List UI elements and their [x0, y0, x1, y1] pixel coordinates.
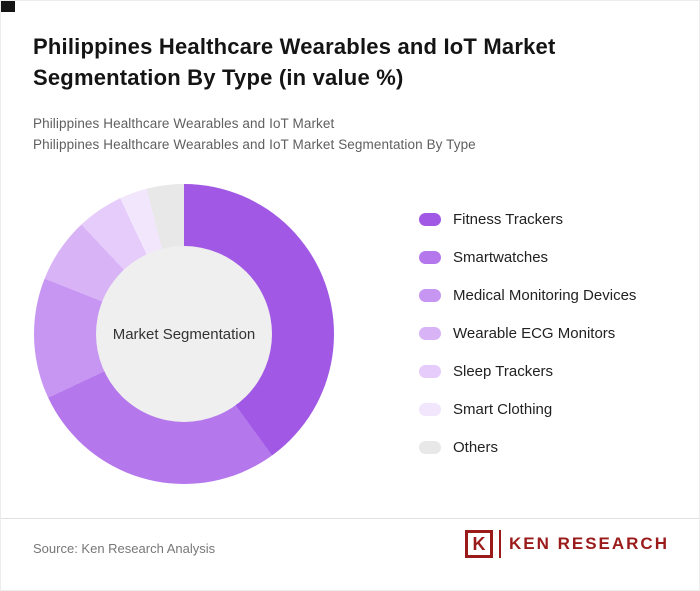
chart-legend: Fitness Trackers Smartwatches Medical Moni… [419, 200, 636, 466]
page-title: Philippines Healthcare Wearables and IoT… [33, 34, 556, 91]
legend-item[interactable]: Medical Monitoring Devices [419, 276, 636, 314]
footer-divider [1, 518, 699, 519]
logo-text: KEN RESEARCH [508, 534, 669, 553]
legend-item[interactable]: Wearable ECG Monitors [419, 314, 636, 352]
legend-swatch-icon [419, 440, 441, 454]
source-text: Source: Ken Research Analysis [33, 541, 216, 556]
donut-center: Market Segmentation [96, 246, 272, 422]
legend-label: Sleep Trackers [453, 362, 554, 380]
corner-mark [1, 1, 15, 12]
legend-swatch-icon [419, 288, 441, 302]
legend-label: Wearable ECG Monitors [453, 324, 616, 342]
ken-research-logo: K KEN RESEARCH [464, 530, 669, 558]
legend-item[interactable]: Smart Clothing [419, 390, 636, 428]
legend-label: Medical Monitoring Devices [453, 286, 637, 304]
legend-label: Others [453, 438, 499, 456]
legend-label: Smart Clothing [453, 400, 553, 418]
legend-item[interactable]: Smartwatches [419, 238, 636, 276]
logo-k-icon: K [464, 530, 493, 558]
donut-center-label: Market Segmentation [112, 325, 256, 343]
legend-swatch-icon [419, 364, 441, 378]
legend-swatch-icon [419, 212, 441, 226]
legend-swatch-icon [419, 402, 441, 416]
chart-subtitle-segmentation: Philippines Healthcare Wearables and IoT… [33, 137, 476, 152]
legend-label: Fitness Trackers [453, 210, 564, 228]
legend-item[interactable]: Others [419, 428, 636, 466]
donut-chart[interactable]: Market Segmentation [34, 184, 334, 484]
legend-label: Smartwatches [453, 248, 549, 266]
logo-separator-icon [498, 530, 501, 558]
chart-subtitle-market: Philippines Healthcare Wearables and IoT… [33, 116, 335, 131]
legend-swatch-icon [419, 326, 441, 340]
legend-swatch-icon [419, 250, 441, 264]
legend-item[interactable]: Sleep Trackers [419, 352, 636, 390]
legend-item[interactable]: Fitness Trackers [419, 200, 636, 238]
